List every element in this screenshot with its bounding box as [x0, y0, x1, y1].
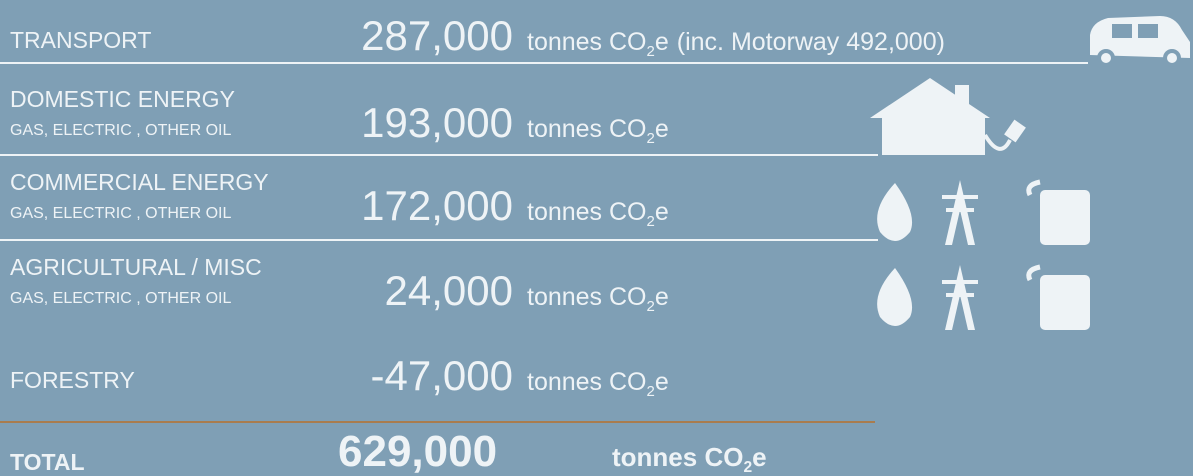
row-label: AGRICULTURAL / MISC [10, 254, 262, 280]
unit-text: tonnes CO [527, 115, 647, 143]
unit-sub: 2 [647, 213, 655, 230]
unit-end: e [655, 283, 669, 311]
unit-end: e [655, 115, 669, 143]
unit-sub: 2 [647, 43, 655, 60]
row-sublabel: GAS, ELECTRIC , OTHER OIL [10, 205, 231, 222]
car-icon [1090, 16, 1190, 67]
unit: tonnes CO2e [527, 115, 669, 147]
unit-sub: 2 [743, 459, 752, 476]
unit-note: (inc. Motorway 492,000) [677, 28, 945, 56]
unit: tonnes CO2e [527, 283, 669, 315]
row-value: 193,000 [361, 99, 513, 146]
total-value: 629,000 [338, 427, 497, 476]
unit-end: e [752, 442, 766, 472]
unit: tonnes CO2e [527, 368, 669, 400]
row-label: FORESTRY [10, 367, 135, 393]
energy-icons [877, 179, 1090, 330]
unit: tonnes CO2e [527, 198, 669, 230]
unit-end: e [655, 28, 669, 56]
row-label: COMMERCIAL ENERGY [10, 169, 269, 195]
row-label: TRANSPORT [10, 27, 151, 53]
unit-text: tonnes CO [612, 442, 743, 472]
unit: tonnes CO2e (inc. Motorway 492,000) [527, 28, 945, 60]
row-sublabel: GAS, ELECTRIC , OTHER OIL [10, 122, 231, 139]
house-icon [870, 78, 1026, 155]
unit-text: tonnes CO [527, 368, 647, 396]
unit: tonnes CO2e [612, 442, 767, 476]
unit-sub: 2 [647, 383, 655, 400]
row-label: DOMESTIC ENERGY [10, 86, 235, 112]
row-value: 287,000 [361, 12, 513, 59]
unit-text: tonnes CO [527, 198, 647, 226]
row-value: 24,000 [385, 267, 513, 314]
unit-text: tonnes CO [527, 283, 647, 311]
unit-sub: 2 [647, 130, 655, 147]
unit-end: e [655, 368, 669, 396]
unit-end: e [655, 198, 669, 226]
row-value: 172,000 [361, 182, 513, 229]
unit-text: tonnes CO [527, 28, 647, 56]
row-sublabel: GAS, ELECTRIC , OTHER OIL [10, 290, 231, 307]
total-label: TOTAL [10, 449, 85, 475]
unit-sub: 2 [647, 298, 655, 315]
row-value: -47,000 [371, 352, 513, 399]
